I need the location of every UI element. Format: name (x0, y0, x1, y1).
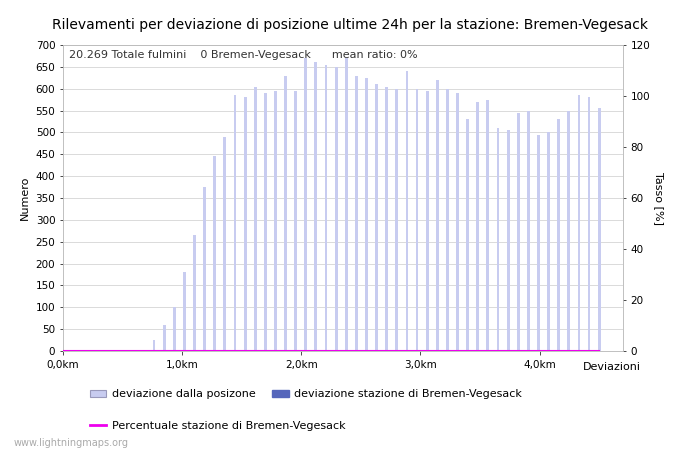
Bar (153, 340, 155, 351)
Bar (517, 113, 519, 351)
Bar (375, 84, 378, 351)
Bar (446, 89, 449, 351)
Bar (264, 93, 267, 351)
Legend: Percentuale stazione di Bremen-Vegesack: Percentuale stazione di Bremen-Vegesack (90, 421, 345, 431)
Bar (496, 128, 499, 351)
Bar (173, 307, 176, 351)
Bar (568, 111, 570, 351)
Bar (335, 67, 337, 351)
Bar (426, 91, 428, 351)
Bar (477, 102, 480, 351)
Bar (527, 111, 530, 351)
Bar (223, 137, 226, 351)
Bar (234, 95, 237, 351)
Bar (244, 98, 246, 351)
Bar (405, 71, 408, 351)
Bar (537, 135, 540, 351)
Bar (294, 91, 297, 351)
Bar (456, 93, 459, 351)
Bar (355, 76, 358, 351)
Y-axis label: Numero: Numero (20, 176, 30, 220)
Bar (486, 99, 489, 351)
Bar (345, 58, 348, 351)
Bar (193, 235, 196, 351)
Bar (466, 119, 469, 351)
Bar (314, 63, 317, 351)
Bar (385, 86, 388, 351)
Bar (395, 89, 398, 351)
Bar (416, 89, 419, 351)
Legend: deviazione dalla posizone, deviazione stazione di Bremen-Vegesack: deviazione dalla posizone, deviazione st… (90, 389, 522, 400)
Bar (365, 78, 368, 351)
Bar (203, 187, 206, 351)
Bar (325, 65, 328, 351)
Bar (274, 91, 277, 351)
Text: 20.269 Totale fulmini    0 Bremen-Vegesack      mean ratio: 0%: 20.269 Totale fulmini 0 Bremen-Vegesack … (69, 50, 417, 59)
Bar (587, 98, 591, 351)
Bar (578, 95, 580, 351)
Bar (254, 86, 257, 351)
Bar (598, 108, 601, 351)
Bar (547, 132, 550, 351)
Bar (284, 76, 287, 351)
Text: Deviazioni: Deviazioni (582, 362, 640, 372)
Text: www.lightningmaps.org: www.lightningmaps.org (14, 438, 129, 448)
Y-axis label: Tasso [%]: Tasso [%] (654, 171, 664, 225)
Bar (162, 325, 166, 351)
Bar (304, 58, 307, 351)
Text: Rilevamenti per deviazione di posizione ultime 24h per la stazione: Bremen-Veges: Rilevamenti per deviazione di posizione … (52, 18, 648, 32)
Bar (214, 157, 216, 351)
Bar (183, 272, 186, 351)
Bar (507, 130, 510, 351)
Bar (557, 119, 560, 351)
Bar (436, 80, 439, 351)
